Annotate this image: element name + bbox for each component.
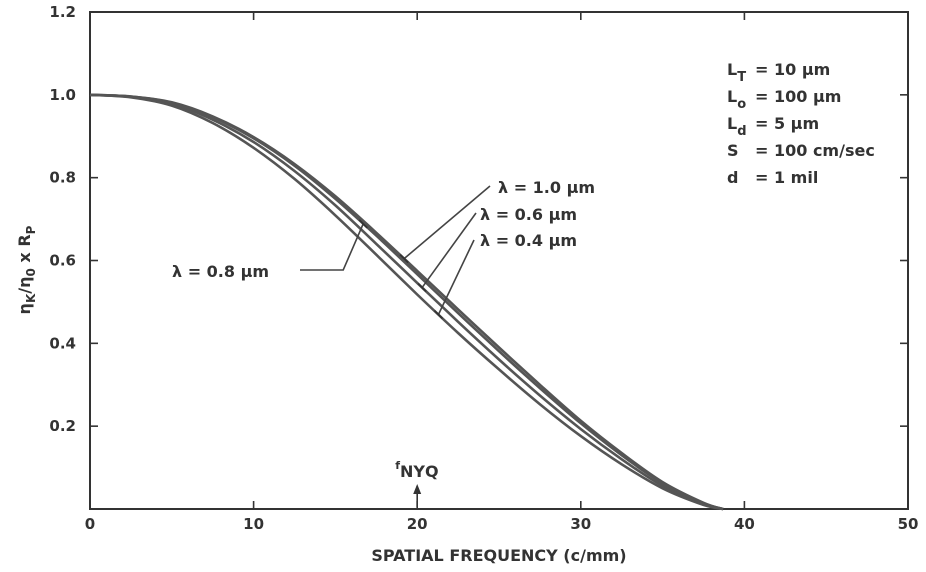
x-tick-labels: 0 10 20 30 40 50 (85, 515, 919, 533)
series-curves (89, 93, 724, 511)
parameter-line: Ld = 5 μm (727, 114, 819, 139)
parameter-line: Lo = 100 μm (727, 87, 841, 112)
y-axis-title: ηK/η0 x RP (15, 225, 38, 314)
x-axis-title: SPATIAL FREQUENCY (c/mm) (371, 546, 626, 565)
parameter-line: S = 100 cm/sec (727, 141, 875, 160)
leader-line (300, 223, 364, 271)
x-tick-label: 20 (407, 515, 428, 533)
y-tick-label: 1.0 (49, 86, 76, 104)
y-tick-label: 0.6 (49, 252, 76, 270)
series-line-lambda-0-4 (89, 93, 724, 511)
label-leader-lines (300, 185, 491, 320)
leader-tick (358, 219, 368, 229)
y-tick-labels: 0.2 0.4 0.6 0.8 1.0 1.2 (49, 3, 76, 435)
leader-tick (399, 254, 409, 264)
leader-line (437, 239, 475, 315)
series-line-lambda-0-8 (89, 93, 724, 511)
parameter-line: LT = 10 μm (727, 60, 830, 85)
x-tick-label: 50 (898, 515, 919, 533)
x-tick-label: 10 (243, 515, 264, 533)
leader-line (403, 185, 491, 260)
y-tick-label: 0.8 (49, 169, 76, 187)
series-label-lambda-0-6: λ = 0.6 μm (480, 205, 577, 224)
fnyq-label: fNYQ (395, 459, 438, 481)
x-tick-label: 40 (734, 515, 755, 533)
fnyq-marker: fNYQ (395, 459, 439, 507)
y-tick-label: 0.4 (49, 334, 76, 352)
leader-tick (417, 282, 427, 293)
x-tick-label: 30 (570, 515, 591, 533)
y-tick-label: 1.2 (49, 3, 76, 21)
x-tick-label: 0 (85, 515, 95, 533)
y-tick-label: 0.2 (49, 417, 76, 435)
series-labels: λ = 1.0 μm λ = 0.8 μm λ = 0.6 μm λ = 0.4 μm (172, 178, 595, 281)
series-label-lambda-0-8: λ = 0.8 μm (172, 262, 269, 281)
leader-line (421, 212, 477, 289)
parameter-line: d = 1 mil (727, 168, 818, 187)
leader-tick (433, 309, 444, 320)
fnyq-arrow-icon (413, 484, 422, 494)
series-line-lambda-0-6 (89, 93, 724, 511)
series-line-lambda-1-0 (89, 93, 724, 511)
series-label-lambda-1-0: λ = 1.0 μm (498, 178, 595, 197)
series-label-lambda-0-4: λ = 0.4 μm (480, 231, 577, 250)
